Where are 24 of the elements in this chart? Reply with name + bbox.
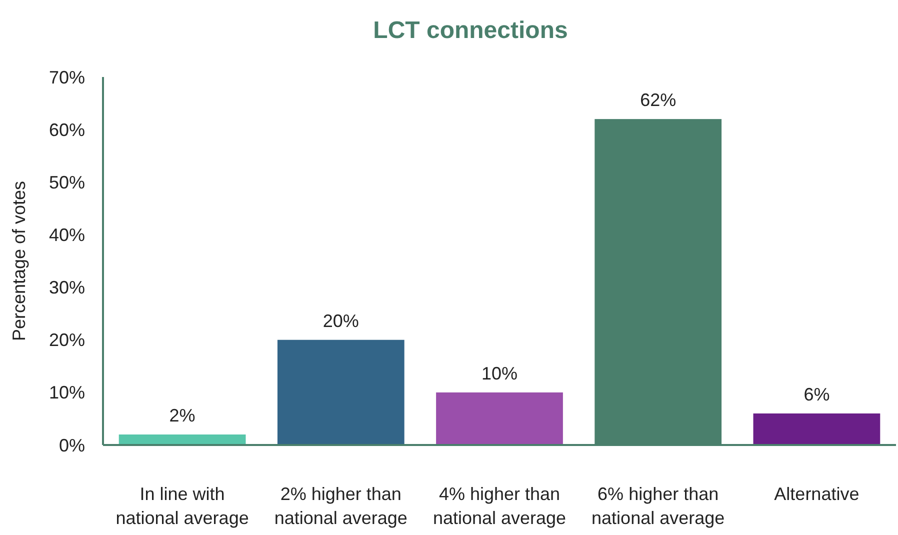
bar bbox=[277, 340, 404, 445]
x-tick-label: 2% higher than national average bbox=[274, 484, 408, 528]
data-label: 20% bbox=[322, 310, 359, 331]
y-tick-label: 50% bbox=[48, 172, 85, 192]
bar bbox=[753, 413, 880, 445]
y-tick-label: 30% bbox=[48, 278, 85, 298]
x-tick-label: 4% higher than national average bbox=[432, 484, 566, 528]
y-tick-label: 40% bbox=[48, 225, 85, 246]
x-tick-label: Alternative bbox=[774, 484, 860, 504]
data-label: 62% bbox=[640, 90, 676, 110]
x-tick-label: In line with national average bbox=[116, 484, 249, 528]
data-label: 10% bbox=[481, 363, 518, 384]
bar bbox=[118, 434, 246, 445]
chart-title: LCT connections bbox=[373, 17, 568, 44]
bar bbox=[436, 392, 563, 445]
y-tick-label: 20% bbox=[48, 330, 85, 350]
y-tick-label: 10% bbox=[48, 382, 85, 403]
x-tick-label: 6% higher than national average bbox=[592, 484, 725, 528]
data-label: 6% bbox=[804, 384, 830, 404]
data-label: 2% bbox=[169, 405, 196, 426]
y-axis-title: Percentage of votes bbox=[9, 180, 29, 342]
y-tick-label: 0% bbox=[58, 435, 85, 456]
y-tick-label: 60% bbox=[48, 120, 85, 140]
y-tick-label: 70% bbox=[48, 67, 85, 88]
